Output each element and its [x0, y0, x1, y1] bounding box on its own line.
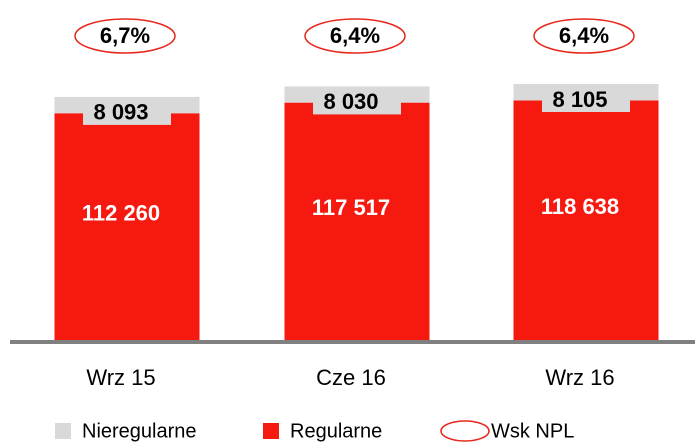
legend-label: Nieregularne — [82, 420, 197, 442]
bar-segment — [513, 100, 659, 341]
value-label: 117 517 — [312, 195, 390, 220]
npl-label: 6,4% — [330, 23, 380, 48]
category-label: Wrz 15 — [86, 365, 155, 390]
npl-ellipse — [74, 18, 176, 54]
legend-swatch — [440, 420, 490, 442]
bar-segment — [284, 102, 430, 340]
category-label: Wrz 16 — [545, 365, 614, 390]
value-label: 8 105 — [552, 87, 607, 112]
npl-label: 6,4% — [559, 23, 609, 48]
npl-label: 6,7% — [100, 23, 150, 48]
category-label: Cze 16 — [316, 365, 386, 390]
value-label: 8 030 — [323, 89, 378, 114]
value-label: 8 093 — [93, 100, 148, 125]
label-box — [313, 90, 401, 115]
legend-swatch — [55, 423, 71, 439]
npl-ellipse — [533, 18, 635, 54]
value-label: 118 638 — [541, 194, 619, 219]
label-box — [542, 88, 630, 112]
legend-label: Wsk NPL — [491, 420, 574, 442]
bar-segment — [54, 113, 200, 341]
legend-label: Regularne — [290, 420, 382, 442]
value-label: 112 260 — [82, 200, 160, 225]
label-box — [83, 100, 171, 125]
legend-swatch — [263, 423, 279, 439]
npl-ellipse — [304, 18, 406, 54]
